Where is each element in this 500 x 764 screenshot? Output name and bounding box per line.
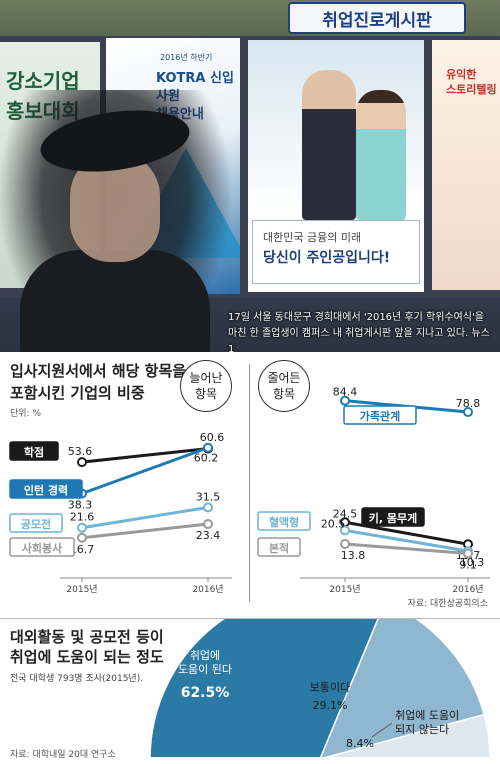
value-label-0-3-0: 16.7	[70, 543, 95, 556]
pie-category-label-line: 취업에 도움이	[395, 709, 459, 722]
badge-decreased-text: 줄어든 항목	[267, 371, 301, 401]
pie-baseline-mask	[0, 757, 500, 764]
chart-source: 자료: 대한상공회의소	[407, 599, 488, 609]
value-label-0-1-0: 38.3	[68, 498, 93, 511]
data-point-1-2-0	[340, 525, 350, 536]
news-photo: 취업진로게시판 강소기업 홍보대회 2016년 하반기 KOTRA 신입사원 채…	[0, 0, 500, 352]
series-name-box-0-3	[9, 537, 75, 557]
series-name-0-0: 학점	[24, 445, 44, 459]
pie-category-label-1: 보통이다	[310, 681, 350, 694]
series-line-0-2	[81, 505, 209, 530]
value-label-0-0-0: 53.6	[68, 445, 93, 458]
pie-source: 자료: 대학내일 20대 연구소	[10, 750, 116, 760]
value-label-0-2-1: 31.5	[196, 490, 221, 503]
series-name-box-0-2	[9, 513, 63, 533]
poster-finance-man	[302, 70, 356, 220]
chart-unit: 단위: %	[10, 409, 42, 419]
value-label-0-3-1: 23.4	[196, 529, 221, 542]
poster-finance: 대한민국 금융의 미래 당신이 주인공입니다!	[248, 40, 424, 292]
series-line-0-1	[81, 446, 209, 495]
value-label-1-0-1: 78.8	[456, 397, 481, 410]
value-label-0-0-1: 60.2	[194, 452, 219, 465]
series-name-1-2: 혈액형	[269, 515, 299, 529]
series-name-box-1-2	[257, 511, 311, 531]
pie-category-label-line: 되지 않는다	[395, 723, 449, 736]
data-point-0-3-0	[77, 532, 87, 543]
data-point-1-3-0	[340, 538, 350, 549]
badge-decreased: 줄어든 항목	[258, 360, 310, 412]
data-point-0-2-1	[203, 502, 213, 513]
series-name-1-1: 키, 몸무게	[369, 511, 418, 525]
pie-category-label-2: 취업에 도움이 되지 않는다	[395, 709, 459, 736]
series-line-0-0	[81, 447, 209, 464]
line-charts-section: 입사지원서에서 해당 항목을 포함시킨 기업의 비중 단위: % 늘어난 항목 …	[0, 352, 500, 617]
series-name-0-1: 인턴 경력	[24, 483, 68, 497]
value-label-1-3-1: 9.1	[459, 559, 477, 572]
series-line-1-2	[344, 528, 469, 553]
data-point-0-2-0	[77, 522, 87, 533]
series-name-box-1-3	[257, 537, 301, 557]
value-label-0-2-0: 21.6	[70, 511, 95, 524]
board-sign: 취업진로게시판	[288, 2, 466, 34]
series-line-0-3	[81, 522, 209, 540]
poster-storytelling-text: 유익한 스토리텔링	[446, 68, 497, 96]
poster-finance-textbox: 대한민국 금융의 미래 당신이 주인공입니다!	[252, 220, 420, 284]
graduate-gown	[20, 250, 210, 352]
pie-value-label-0: 62.5%	[181, 685, 230, 701]
pie-section: 대외활동 및 공모전 등이 취업에 도움이 되는 정도 전국 대학생 793명 …	[0, 618, 500, 764]
line-charts: 2015년 2016년 53.6 60.2 학점 38.3 60.6 인턴 경력 21.6 31.…	[9, 386, 490, 595]
data-point-0-3-1	[203, 519, 213, 530]
poster-finance-line1: 대한민국 금융의 미래	[263, 231, 362, 244]
pie-category-label-line: 취업에	[190, 649, 220, 662]
value-label-1-3-0: 13.8	[341, 549, 366, 562]
x-tick-label-0-1: 2016년	[192, 584, 223, 595]
pie-slice-0	[149, 619, 379, 760]
x-tick-label-0-0: 2015년	[66, 584, 97, 595]
poster-storytelling: 유익한 스토리텔링	[432, 40, 500, 290]
data-point-0-1-1	[203, 442, 213, 453]
data-point-0-0-0	[77, 457, 87, 468]
series-line-1-3	[344, 542, 469, 556]
data-point-1-3-1	[463, 548, 473, 559]
series-name-0-3: 사회봉사	[22, 541, 63, 555]
series-name-1-3: 본적	[269, 541, 289, 555]
data-point-1-0-0	[340, 395, 350, 406]
pie-chart: 취업에 도움이 된다 62.5% 보통이다 29.1% 취업에 도움이 되지 않는다 8.4%	[0, 619, 500, 764]
photo-caption: 17일 서울 동대문구 경희대에서 '2016년 후기 학위수여식'을 마친 한…	[228, 312, 490, 352]
badge-increased-text: 늘어난 항목	[189, 371, 223, 401]
pie-category-label-line: 도움이 된다	[178, 663, 232, 676]
chart-title: 입사지원서에서 해당 항목을 포함시킨 기업의 비중	[10, 362, 187, 402]
series-name-box-0-1	[9, 479, 83, 499]
value-label-1-2-0: 20.5	[321, 517, 346, 530]
series-name-1-0: 가족관계	[360, 409, 400, 423]
data-point-1-0-1	[463, 407, 473, 418]
pie-leader-line	[371, 722, 393, 738]
poster-kotra-small-text: 2016년 하반기	[160, 53, 213, 62]
value-label-1-1-0: 24.5	[333, 507, 358, 520]
poster-finance-woman	[356, 90, 406, 220]
pie-category-label-0: 취업에 도움이 된다	[178, 649, 232, 676]
poster-finance-line2: 당신이 주인공입니다!	[263, 250, 391, 266]
value-label-1-0-0: 84.4	[333, 386, 358, 399]
pie-value-label-2: 8.4%	[346, 737, 374, 750]
x-tick-label-1-0: 2015년	[329, 584, 360, 595]
pie-value-label-1: 29.1%	[313, 699, 348, 712]
x-tick-label-1-1: 2016년	[452, 584, 483, 595]
pie-subtitle: 전국 대학생 793명 조사(2015년).	[10, 674, 144, 684]
pie-slice-1	[318, 619, 486, 761]
series-name-box-0-0	[9, 441, 59, 461]
chart-divider	[249, 364, 250, 602]
pie-category-label-line: 보통이다	[310, 681, 350, 694]
series-name-box-1-1	[361, 507, 425, 527]
value-label-0-1-1: 60.6	[200, 431, 225, 444]
value-label-1-2-1: 10.3	[460, 556, 485, 569]
series-name-0-2: 공모전	[21, 517, 51, 531]
series-name-box-1-0	[343, 405, 417, 425]
badge-increased: 늘어난 항목	[180, 360, 232, 412]
pie-title: 대외활동 및 공모전 등이 취업에 도움이 되는 정도	[10, 628, 164, 666]
